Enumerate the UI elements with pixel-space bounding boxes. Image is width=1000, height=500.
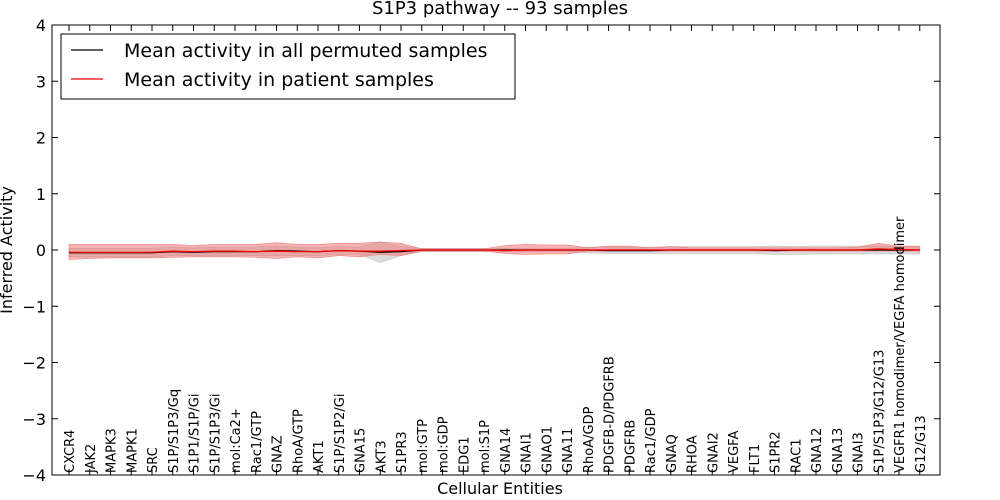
legend-label-permuted: Mean activity in all permuted samples xyxy=(124,40,487,62)
x-tick-label: GNAI1 xyxy=(520,432,535,473)
x-tick-label: GNA14 xyxy=(499,428,514,473)
y-tick-label: −1 xyxy=(22,297,46,316)
x-tick-label: RhoA/GDP xyxy=(582,406,597,473)
x-tick-label: S1P/S1P3/Gq xyxy=(167,389,182,473)
x-tick-label: RHOA xyxy=(686,435,701,473)
x-tick-label: mol:GDP xyxy=(437,416,452,473)
chart-title: S1P3 pathway -- 93 samples xyxy=(372,0,628,19)
x-tick-label: GNAI2 xyxy=(706,432,721,473)
x-tick-label: GNAO1 xyxy=(540,426,555,473)
x-tick-label: GNA15 xyxy=(354,428,369,473)
x-tick-label: GNAI3 xyxy=(852,432,867,473)
x-axis-label: Cellular Entities xyxy=(437,479,563,498)
x-tick-label: S1PR3 xyxy=(395,431,410,473)
y-tick-label: 1 xyxy=(36,185,46,204)
patient-mean-line xyxy=(69,248,920,253)
legend: Mean activity in all permuted samples Me… xyxy=(60,33,516,100)
x-tick-label: JAK2 xyxy=(84,444,99,474)
y-axis-label: Inferred Activity xyxy=(0,186,16,314)
x-tick-label: Rac1/GTP xyxy=(250,411,265,473)
x-tick-label: PDGFB-D/PDGFRB xyxy=(603,356,618,473)
x-tick-label: S1PR2 xyxy=(769,431,784,473)
x-tick-label: GNAZ xyxy=(271,435,286,473)
x-tick-label: FLT1 xyxy=(748,444,763,473)
x-tick-label: S1P/S1P3/G12/G13 xyxy=(872,350,887,473)
x-tick-label: AKT3 xyxy=(374,440,389,473)
y-axis-ticks: 4 3 2 1 0 −1 −2 −3 −4 xyxy=(22,16,940,485)
x-axis-ticks: CXCR4 JAK2 MAPK3 MAPK1 SRC S1P/S1P3/Gq S1P1/S1… xyxy=(63,25,929,475)
x-tick-label: VEGFA xyxy=(727,431,742,473)
x-tick-label: PDGFRB xyxy=(623,420,638,473)
x-tick-label: mol:S1P xyxy=(478,420,493,473)
y-tick-label: 2 xyxy=(36,129,46,148)
x-tick-label: S1P/S1P3/Gi xyxy=(208,394,223,473)
x-tick-label: VEGFR1 homodimer/VEGFA homodimer xyxy=(893,216,908,473)
y-tick-label: −4 xyxy=(22,466,46,485)
x-tick-label: MAPK1 xyxy=(125,428,140,473)
x-tick-label: GNA13 xyxy=(831,428,846,473)
plot-frame xyxy=(51,24,941,476)
y-tick-label: −2 xyxy=(22,354,46,373)
x-tick-label: GNA11 xyxy=(561,428,576,473)
x-tick-label: CXCR4 xyxy=(63,430,78,473)
y-tick-label: 4 xyxy=(36,16,46,35)
x-tick-label: SRC xyxy=(146,447,161,473)
x-tick-label: EDG1 xyxy=(457,436,472,473)
x-tick-label: S1P1/S1P/Gi xyxy=(188,394,203,473)
x-tick-label: AKT1 xyxy=(312,440,327,473)
x-tick-label: GNAQ xyxy=(665,434,680,473)
x-tick-label: Rac1/GDP xyxy=(644,408,659,473)
legend-label-patient: Mean activity in patient samples xyxy=(124,69,434,91)
y-tick-label: 0 xyxy=(36,241,46,260)
x-tick-label: mol:Ca2+ xyxy=(229,408,244,473)
x-tick-label: S1P/S1P2/Gi xyxy=(333,394,348,473)
y-tick-label: 3 xyxy=(36,72,46,91)
legend-box xyxy=(60,33,516,100)
x-tick-label: mol:GTP xyxy=(416,419,431,473)
x-tick-label: GNA12 xyxy=(810,428,825,473)
x-tick-label: G12/G13 xyxy=(914,415,929,473)
x-tick-label: RAC1 xyxy=(789,438,804,473)
y-tick-label: −3 xyxy=(22,410,46,429)
series-lines xyxy=(69,248,920,254)
x-tick-label: RhoA/GTP xyxy=(291,409,306,473)
x-tick-label: MAPK3 xyxy=(105,428,120,473)
